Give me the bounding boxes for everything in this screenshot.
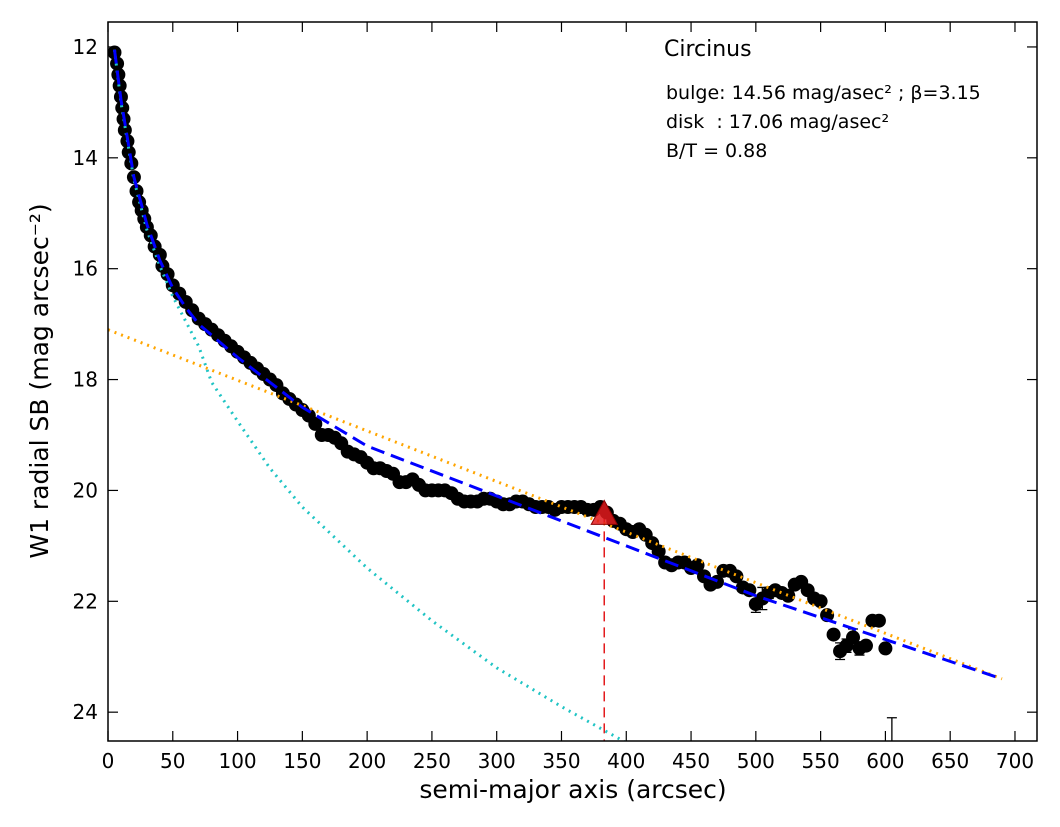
data-point (651, 544, 666, 559)
plot-area (108, 45, 1003, 741)
x-tick-label: 600 (866, 749, 904, 773)
x-tick-label: 700 (996, 749, 1034, 773)
y-tick-label: 22 (73, 589, 98, 613)
data-point (781, 588, 796, 603)
x-tick-label: 50 (160, 749, 185, 773)
x-tick-label: 250 (413, 749, 451, 773)
x-tick-label: 0 (102, 749, 115, 773)
x-tick-label: 300 (478, 749, 516, 773)
y-tick-label: 20 (73, 478, 98, 502)
x-tick-label: 350 (542, 749, 580, 773)
annotation-title: Circinus (664, 37, 752, 62)
y-axis-label: W1 radial SB (mag arcsec⁻²) (25, 203, 54, 558)
x-tick-label: 450 (672, 749, 710, 773)
x-tick-label: 400 (607, 749, 645, 773)
data-point (729, 569, 744, 584)
x-tick-label: 200 (348, 749, 386, 773)
x-tick-label: 650 (931, 749, 969, 773)
model-curve (108, 328, 1003, 681)
x-tick-label: 500 (737, 749, 775, 773)
y-tick-label: 16 (73, 257, 98, 281)
x-tick-label: 550 (802, 749, 840, 773)
marker-triangle (590, 499, 619, 525)
data-point (826, 627, 841, 642)
y-tick-label: 12 (73, 35, 98, 59)
y-tick-label: 24 (73, 700, 98, 724)
data-point (690, 558, 705, 573)
annotation: bulge: 14.56 mag/asec² ; β=3.15 (666, 82, 981, 104)
x-tick-label: 100 (218, 749, 256, 773)
data-point (152, 247, 167, 262)
data-point (878, 641, 893, 656)
data-point (813, 594, 828, 609)
y-tick-label: 18 (73, 368, 98, 392)
data-point (121, 145, 136, 160)
annotation: B/T = 0.88 (666, 140, 767, 162)
data-point (858, 638, 873, 653)
annotation: disk : 17.06 mag/asec² (666, 111, 889, 133)
x-tick-label: 150 (283, 749, 321, 773)
data-point (871, 613, 886, 628)
data-point (115, 100, 130, 115)
axes-frame (107, 21, 1038, 742)
data-point (117, 123, 132, 138)
x-axis-label: semi-major axis (arcsec) (419, 775, 726, 804)
data-point (308, 416, 323, 431)
error-bar (886, 717, 897, 741)
y-tick-label: 14 (73, 146, 98, 170)
data-point (846, 630, 861, 645)
